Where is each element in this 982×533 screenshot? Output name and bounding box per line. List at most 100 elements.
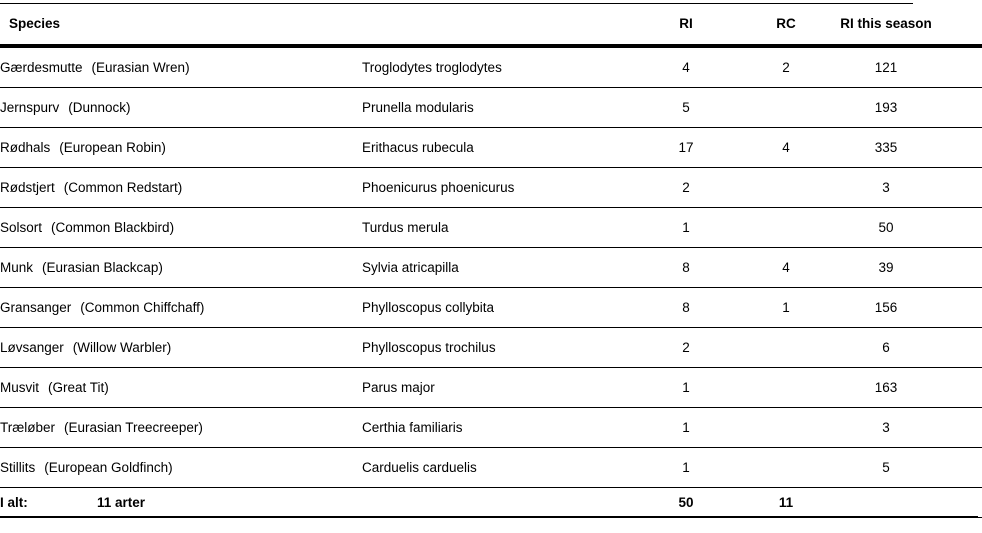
danish-name: Gærdesmutte [0,60,83,75]
rc-cell: 4 [736,127,836,168]
scientific-name-cell: Certhia familiaris [362,407,636,448]
english-name: (Common Chiffchaff) [80,300,205,315]
species-cell: Jernspurv (Dunnock) [0,87,362,128]
scientific-name-cell: Troglodytes troglodytes [362,46,636,88]
ri-cell: 2 [636,167,736,208]
ri-season-cell: 121 [836,46,936,88]
column-header-rc: RC [736,3,836,48]
total-label-cell: I alt: 11 arter [0,487,362,518]
danish-name: Stillits [0,460,36,475]
scientific-name-cell: Turdus merula [362,207,636,248]
total-scientific-cell [362,487,636,518]
species-table: Species RI RC RI this season Gærdesmutte… [0,3,982,518]
table-row: Gransanger (Common Chiffchaff) Phylloscop… [0,287,982,328]
bottom-rule [0,516,978,518]
table-row: Munk (Eurasian Blackcap) Sylvia atricapil… [0,247,982,288]
ri-cell: 1 [636,367,736,408]
danish-name: Løvsanger [0,340,64,355]
danish-name: Gransanger [0,300,72,315]
english-name: (Eurasian Wren) [91,60,190,75]
danish-name: Træløber [0,420,56,435]
species-cell: Gransanger (Common Chiffchaff) [0,287,362,328]
rc-cell [736,207,836,248]
english-name: (Great Tit) [48,380,109,395]
total-row: I alt: 11 arter 50 11 [0,487,982,518]
ri-cell: 17 [636,127,736,168]
ri-cell: 2 [636,327,736,368]
table-row: Rødstjert (Common Redstart) Phoenicurus p… [0,167,982,208]
species-cell: Munk (Eurasian Blackcap) [0,247,362,288]
total-rc-cell: 11 [736,487,836,518]
ri-season-cell: 156 [836,287,936,328]
table-row: Løvsanger (Willow Warbler) Phylloscopus t… [0,327,982,368]
danish-name: Munk [0,260,34,275]
column-header-species: Species [0,3,362,48]
english-name: (Common Redstart) [63,180,183,195]
ri-cell: 1 [636,207,736,248]
species-cell: Musvit (Great Tit) [0,367,362,408]
english-name: (Eurasian Treecreeper) [64,420,203,435]
scientific-name-cell: Erithacus rubecula [362,127,636,168]
scientific-name-cell: Phylloscopus collybita [362,287,636,328]
species-cell: Løvsanger (Willow Warbler) [0,327,362,368]
total-label: I alt: [0,495,28,510]
english-name: (Dunnock) [68,100,131,115]
rc-cell [736,327,836,368]
english-name: (Willow Warbler) [72,340,172,355]
danish-name: Solsort [0,220,43,235]
species-count: 11 arter [97,495,146,510]
english-name: (Eurasian Blackcap) [42,260,163,275]
total-ri-season-cell [836,487,936,518]
ri-season-cell: 3 [836,167,936,208]
ri-season-cell: 5 [836,447,936,488]
rc-cell: 4 [736,247,836,288]
ri-cell: 8 [636,287,736,328]
english-name: (European Goldfinch) [44,460,173,475]
scientific-name-cell: Phoenicurus phoenicurus [362,167,636,208]
danish-name: Rødstjert [0,180,55,195]
table-row: Gærdesmutte (Eurasian Wren) Troglodytes t… [0,46,982,88]
table-row: Solsort (Common Blackbird) Turdus merula … [0,207,982,248]
table-row: Stillits (European Goldfinch) Carduelis c… [0,447,982,488]
rc-cell [736,367,836,408]
danish-name: Jernspurv [0,100,60,115]
column-header-ri-season: RI this season [836,3,936,48]
ri-cell: 1 [636,447,736,488]
ri-season-cell: 3 [836,407,936,448]
species-cell: Rødhals (European Robin) [0,127,362,168]
column-header-ri: RI [636,3,736,48]
danish-name: Rødhals [0,140,51,155]
rc-cell [736,447,836,488]
rc-cell [736,87,836,128]
scientific-name-cell: Phylloscopus trochilus [362,327,636,368]
table-row: Musvit (Great Tit) Parus major 1 163 [0,367,982,408]
scientific-name-cell: Sylvia atricapilla [362,247,636,288]
ri-cell: 8 [636,247,736,288]
column-header-scientific [362,3,636,48]
scientific-name-cell: Parus major [362,367,636,408]
rc-cell [736,407,836,448]
ri-season-cell: 39 [836,247,936,288]
column-header-spacer [936,3,982,48]
ri-season-cell: 50 [836,207,936,248]
ri-season-cell: 163 [836,367,936,408]
species-cell: Stillits (European Goldfinch) [0,447,362,488]
ri-season-cell: 335 [836,127,936,168]
rc-cell: 2 [736,46,836,88]
species-cell: Rødstjert (Common Redstart) [0,167,362,208]
english-name: (Common Blackbird) [51,220,175,235]
header-row: Species RI RC RI this season [0,3,982,48]
danish-name: Musvit [0,380,40,395]
table-row: Træløber (Eurasian Treecreeper) Certhia f… [0,407,982,448]
scientific-name-cell: Carduelis carduelis [362,447,636,488]
total-ri-cell: 50 [636,487,736,518]
rc-cell [736,167,836,208]
rc-cell: 1 [736,287,836,328]
ri-cell: 1 [636,407,736,448]
english-name: (European Robin) [59,140,166,155]
ri-cell: 4 [636,46,736,88]
ri-season-cell: 193 [836,87,936,128]
species-cell: Gærdesmutte (Eurasian Wren) [0,46,362,88]
table-row: Rødhals (European Robin) Erithacus rubecu… [0,127,982,168]
